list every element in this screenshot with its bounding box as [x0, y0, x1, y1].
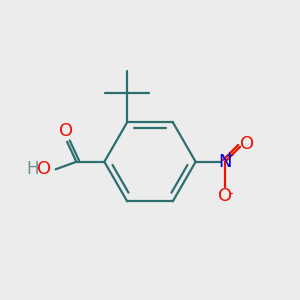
Text: -: - [228, 187, 232, 200]
Text: O: O [58, 122, 73, 140]
Text: H: H [26, 160, 39, 178]
Text: O: O [218, 187, 232, 205]
Text: +: + [225, 152, 234, 161]
Text: O: O [240, 135, 254, 153]
Text: N: N [218, 153, 232, 171]
Text: O: O [38, 160, 52, 178]
